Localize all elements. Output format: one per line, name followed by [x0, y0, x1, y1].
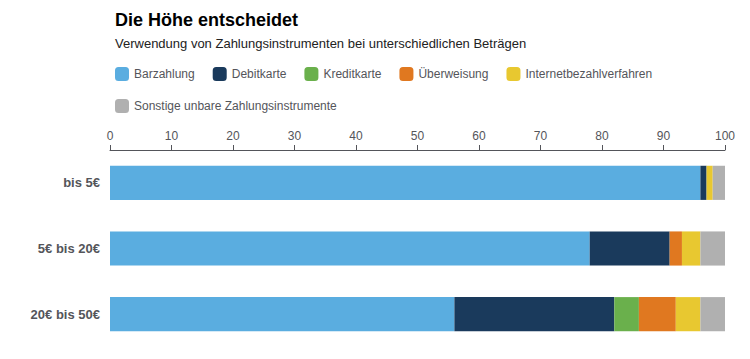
svg-text:20€ bis 50€: 20€ bis 50€	[31, 307, 100, 322]
svg-text:Kreditkarte: Kreditkarte	[323, 67, 381, 81]
svg-text:Debitkarte: Debitkarte	[232, 67, 287, 81]
svg-text:5€ bis 20€: 5€ bis 20€	[38, 241, 100, 256]
svg-text:Internetbezahlverfahren: Internetbezahlverfahren	[525, 67, 652, 81]
svg-text:Verwendung von Zahlungsinstrum: Verwendung von Zahlungsinstrumenten bei …	[115, 36, 526, 51]
svg-text:50: 50	[411, 129, 425, 143]
svg-text:80: 80	[595, 129, 609, 143]
svg-text:Die Höhe entscheidet: Die Höhe entscheidet	[115, 10, 298, 30]
svg-text:30: 30	[288, 129, 302, 143]
svg-text:20: 20	[226, 129, 240, 143]
svg-text:Überweisung: Überweisung	[418, 67, 488, 81]
svg-text:bis 5€: bis 5€	[63, 175, 100, 190]
svg-text:100: 100	[715, 129, 735, 143]
svg-text:40: 40	[349, 129, 363, 143]
svg-text:70: 70	[534, 129, 548, 143]
svg-text:0: 0	[107, 129, 114, 143]
svg-text:Barzahlung: Barzahlung	[134, 67, 195, 81]
svg-text:Sonstige unbare Zahlungsinstru: Sonstige unbare Zahlungsinstrumente	[134, 99, 337, 113]
svg-text:10: 10	[165, 129, 179, 143]
svg-text:90: 90	[657, 129, 671, 143]
svg-text:60: 60	[472, 129, 486, 143]
